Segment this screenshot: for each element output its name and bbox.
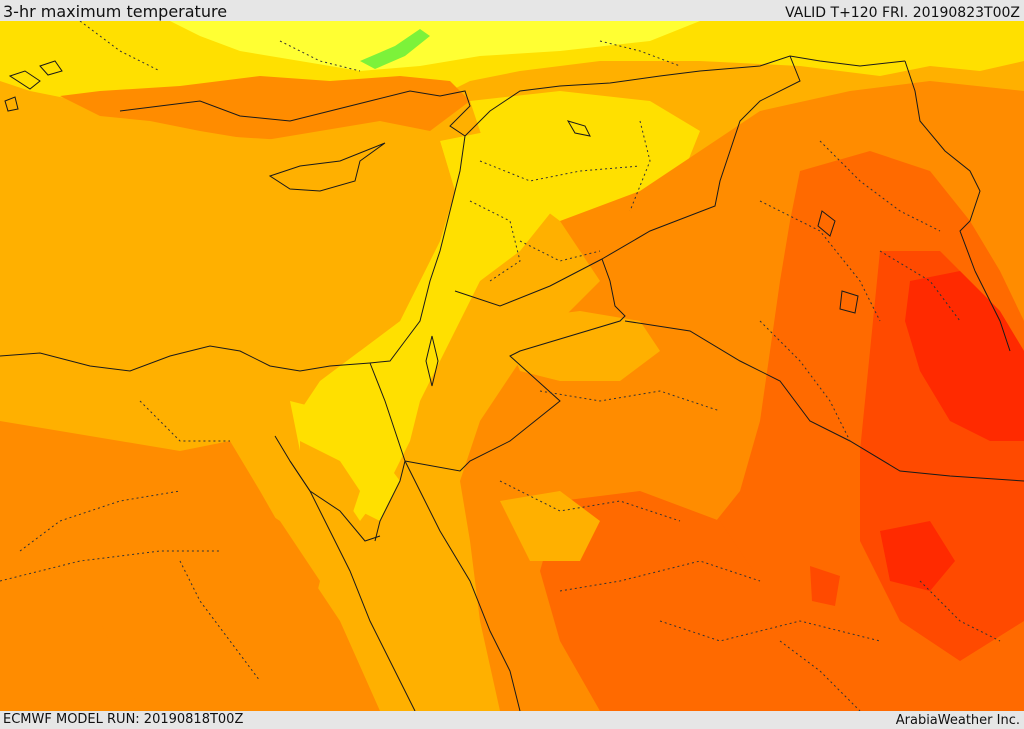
temperature-patch-amber-jordan [500, 311, 660, 381]
temperature-map [0, 21, 1024, 711]
valid-time-label: VALID T+120 FRI. 20190823T00Z [785, 5, 1020, 21]
temperature-band-orange-egypt-mid [100, 481, 320, 711]
credit-label: ArabiaWeather Inc. [895, 713, 1020, 728]
province-borders [0, 21, 1001, 711]
lake-features [566, 120, 859, 314]
temperature-patch-green [360, 29, 430, 69]
temperature-band-north-syria-yellow [470, 91, 700, 221]
cyprus-island [268, 142, 386, 192]
aegean-islands [4, 60, 63, 112]
model-run-label: ECMWF MODEL RUN: 20190818T00Z [3, 712, 244, 727]
country-borders [0, 55, 1024, 711]
temperature-band-dark-orange-arabia [540, 491, 760, 711]
temperature-band-red-core [905, 271, 1024, 441]
footer-bar: ECMWF MODEL RUN: 20190818T00Z ArabiaWeat… [0, 711, 1024, 729]
temperature-patch-red-sw [810, 566, 840, 606]
header-bar: 3-hr maximum temperature VALID T+120 FRI… [0, 0, 1024, 21]
temperature-band-orange-north [60, 76, 470, 141]
temperature-band-sinai [290, 401, 400, 521]
temperature-patch-red-south [880, 521, 955, 591]
temperature-band-sinai-amber [300, 441, 360, 521]
temperature-band-north-light [170, 21, 700, 71]
temperature-patch-amber-nw-saudi [500, 491, 600, 561]
map-title: 3-hr maximum temperature [3, 2, 228, 21]
temperature-band-levant-yellow [300, 131, 560, 521]
